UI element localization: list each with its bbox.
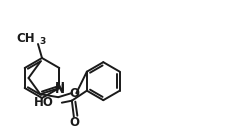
Text: N: N <box>55 83 65 95</box>
Text: O: O <box>70 116 80 129</box>
Text: O: O <box>69 87 79 100</box>
Text: 3: 3 <box>40 36 46 46</box>
Text: HO: HO <box>34 96 54 109</box>
Text: CH: CH <box>16 33 35 46</box>
Text: N: N <box>55 81 65 94</box>
